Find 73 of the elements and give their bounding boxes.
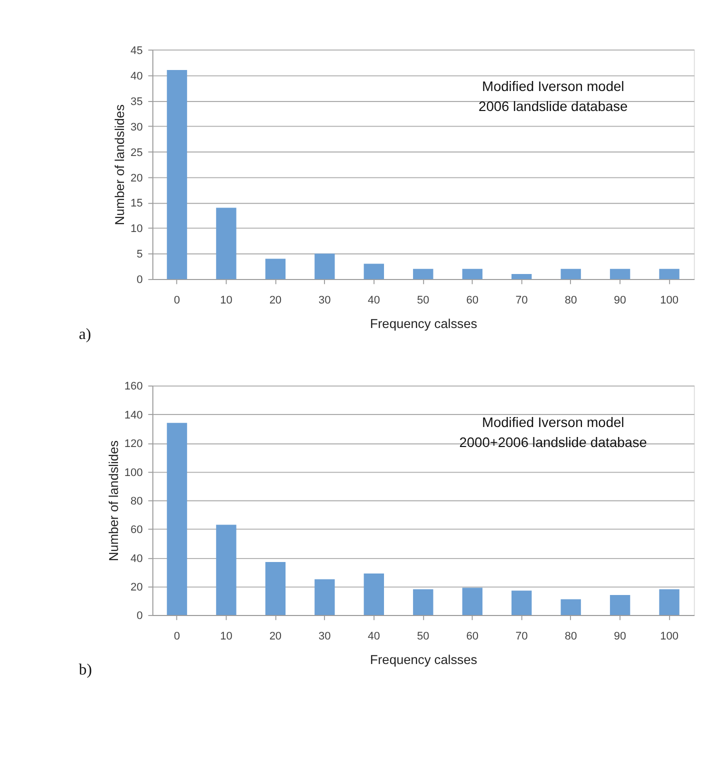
bar	[659, 268, 680, 280]
text: b)	[78, 662, 92, 679]
bar	[364, 264, 384, 280]
bar	[560, 268, 581, 280]
annotation: 2006 landslide database	[478, 99, 628, 114]
x-tick-label: 30	[318, 294, 331, 306]
y-tick-label: 0	[136, 610, 143, 622]
bar	[364, 573, 384, 616]
x-tick-label: 0	[174, 294, 180, 306]
x-tick-label: 10	[220, 630, 232, 642]
bar	[560, 599, 581, 616]
y-tick-label: 100	[124, 466, 143, 479]
x-tick-label: 80	[564, 630, 577, 642]
annotation: Modified Iverson model	[482, 414, 624, 430]
x-tick-label: 100	[660, 630, 678, 642]
y-tick-label: 160	[124, 380, 143, 393]
x-tick-label: 60	[466, 294, 478, 306]
y-tick-label: 0	[136, 274, 143, 286]
y-axis-title: Number of landslides	[112, 104, 128, 226]
bar	[462, 588, 482, 616]
bar	[265, 258, 286, 280]
x-tick-label: 50	[417, 294, 430, 306]
annotation: Modified Iverson model	[482, 78, 624, 94]
annotation: 2000+2006 landslide database	[459, 435, 648, 450]
x-tick-label: 20	[269, 630, 282, 642]
y-tick-label: 80	[130, 495, 143, 508]
y-tick-label: 40	[130, 552, 143, 565]
y-axis-title: Number of landslides	[106, 440, 121, 562]
bar	[659, 589, 680, 616]
x-tick-label: 40	[368, 630, 380, 642]
y-tick-label: 45	[130, 44, 143, 57]
y-tick-label: 40	[130, 70, 143, 82]
bar	[413, 589, 434, 616]
y-tick-label: 140	[124, 409, 143, 422]
x-tick-label: 80	[564, 294, 577, 306]
bar	[610, 268, 630, 280]
x-tick-label: 90	[614, 294, 626, 306]
bar	[166, 70, 188, 280]
bar	[610, 594, 630, 616]
x-tick-label: 50	[417, 630, 430, 642]
bar	[512, 274, 532, 280]
x-tick-label: 0	[174, 630, 180, 642]
y-tick-label: 10	[130, 223, 143, 236]
bar	[512, 590, 532, 616]
bar	[413, 268, 434, 280]
bar	[216, 208, 236, 280]
bar	[166, 422, 188, 616]
bar	[314, 579, 335, 616]
x-tick-label: 90	[614, 630, 626, 642]
y-tick-label: 60	[130, 524, 143, 536]
x-tick-label: 100	[660, 294, 678, 306]
bar	[462, 268, 482, 280]
y-tick-label: 5	[136, 248, 143, 261]
y-tick-label: 20	[130, 172, 143, 184]
x-tick-label: 40	[368, 294, 380, 306]
y-tick-label: 20	[130, 581, 143, 594]
bar	[216, 524, 236, 616]
x-tick-label: 20	[269, 294, 282, 306]
bar	[265, 562, 286, 616]
x-tick-label: 10	[220, 294, 232, 306]
x-tick-label: 70	[515, 294, 528, 306]
x-axis-title: Frequency calsses	[370, 316, 478, 332]
text: a)	[78, 326, 92, 343]
bar	[314, 254, 335, 280]
y-tick-label: 15	[130, 198, 143, 210]
x-tick-label: 30	[318, 630, 331, 642]
x-axis-title: Frequency calsses	[370, 652, 478, 668]
y-tick-label: 35	[130, 96, 143, 108]
y-tick-label: 25	[130, 146, 143, 159]
x-tick-label: 60	[466, 630, 478, 642]
y-tick-label: 120	[124, 438, 143, 450]
x-tick-label: 70	[515, 630, 528, 642]
y-tick-label: 30	[130, 121, 143, 134]
